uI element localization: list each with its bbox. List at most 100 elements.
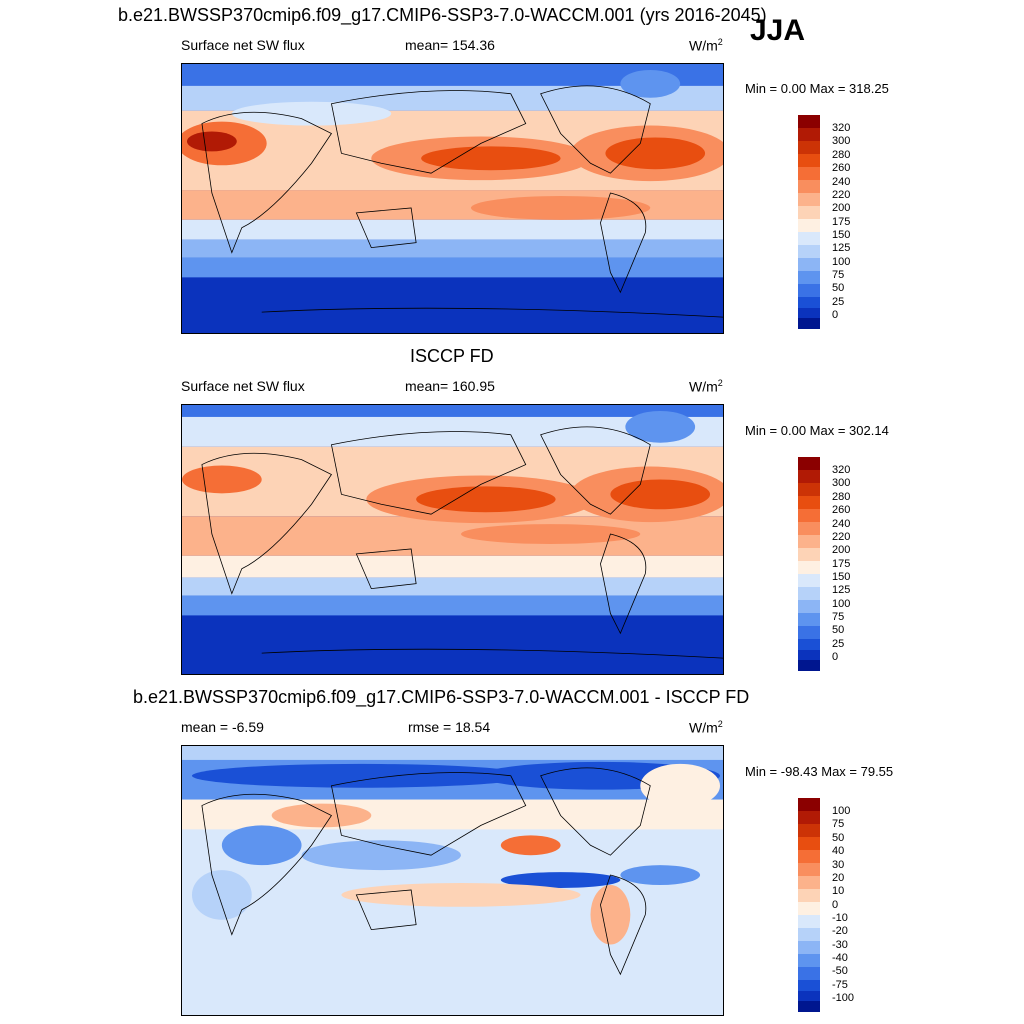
map-canvas [182, 746, 723, 1015]
colorbar-tick: 125 [832, 584, 851, 596]
panel-1-mean: mean= 154.36 [405, 37, 495, 53]
colorbar-swatch [798, 483, 820, 496]
colorbar-swatch [798, 128, 820, 141]
colorbar-tick: 25 [832, 296, 845, 308]
colorbar-swatch [798, 141, 820, 154]
colorbar-tick: 150 [832, 229, 851, 241]
colorbar-swatch [798, 167, 820, 180]
colorbar-swatch [798, 850, 820, 863]
colorbar-swatch [798, 318, 820, 329]
colorbar-tick: 320 [832, 122, 851, 134]
panel-1-colorbar [798, 115, 820, 329]
colorbar-tick: -30 [832, 939, 848, 951]
colorbar-swatch [798, 548, 820, 561]
colorbar-swatch [798, 967, 820, 980]
panel-1-minmax: Min = 0.00 Max = 318.25 [745, 81, 889, 96]
colorbar-tick: 100 [832, 256, 851, 268]
colorbar-tick: 75 [832, 818, 845, 830]
colorbar-swatch [798, 535, 820, 548]
panel-1-units: W/m2 [689, 37, 723, 54]
units-base: W/m [689, 37, 718, 54]
colorbar-tick: 50 [832, 624, 845, 636]
colorbar-tick: 100 [832, 598, 851, 610]
colorbar-swatch [798, 1001, 820, 1012]
colorbar-swatch [798, 193, 820, 206]
colorbar-swatch [798, 954, 820, 967]
colorbar-swatch [798, 600, 820, 613]
colorbar-swatch [798, 245, 820, 258]
colorbar-tick: 220 [832, 531, 851, 543]
colorbar-swatch [798, 180, 820, 193]
colorbar-swatch [798, 587, 820, 600]
colorbar-swatch [798, 154, 820, 167]
colorbar-tick: 0 [832, 309, 839, 321]
colorbar-tick: 125 [832, 242, 851, 254]
colorbar-tick: 300 [832, 135, 851, 147]
panel-3-title: b.e21.BWSSP370cmip6.f09_g17.CMIP6-SSP3-7… [133, 687, 750, 707]
colorbar-swatch [798, 613, 820, 626]
colorbar-tick: 20 [832, 872, 845, 884]
colorbar-tick: 260 [832, 504, 851, 516]
panel-2-units: W/m2 [689, 378, 723, 395]
colorbar-swatch [798, 522, 820, 535]
colorbar-swatch [798, 811, 820, 824]
colorbar-swatch [798, 574, 820, 587]
colorbar-tick: 10 [832, 885, 845, 897]
colorbar-tick: 280 [832, 149, 851, 161]
colorbar-tick: 220 [832, 189, 851, 201]
colorbar-tick: 175 [832, 216, 851, 228]
units-base: W/m [689, 378, 718, 395]
colorbar-swatch [798, 876, 820, 889]
colorbar-tick: -100 [832, 992, 855, 1004]
panel-2-minmax: Min = 0.00 Max = 302.14 [745, 423, 889, 438]
panel-3-colorbar [798, 798, 820, 1012]
panel-2-mean: mean= 160.95 [405, 378, 495, 394]
colorbar-swatch [798, 206, 820, 219]
colorbar-tick: 75 [832, 611, 845, 623]
colorbar-tick: 320 [832, 464, 851, 476]
colorbar-swatch [798, 863, 820, 876]
colorbar-tick: 300 [832, 477, 851, 489]
colorbar-swatch [798, 509, 820, 522]
colorbar-tick: 0 [832, 651, 839, 663]
colorbar-swatch [798, 219, 820, 232]
colorbar-swatch [798, 115, 820, 128]
colorbar-tick: -75 [832, 979, 848, 991]
colorbar-swatch [798, 824, 820, 837]
colorbar-tick: 200 [832, 202, 851, 214]
panel-3-rmse: rmse = 18.54 [408, 719, 491, 735]
units-exponent: 2 [717, 378, 723, 388]
colorbar-tick: 75 [832, 269, 845, 281]
colorbar-swatch [798, 308, 820, 318]
colorbar-swatch [798, 496, 820, 509]
colorbar-swatch [798, 889, 820, 902]
colorbar-tick: 25 [832, 638, 845, 650]
map-canvas [182, 64, 723, 333]
panel-1-variable: Surface net SW flux [181, 37, 305, 53]
colorbar-swatch [798, 232, 820, 245]
colorbar-tick: 175 [832, 558, 851, 570]
colorbar-swatch [798, 639, 820, 650]
colorbar-tick: 0 [832, 899, 839, 911]
colorbar-swatch [798, 928, 820, 941]
colorbar-swatch [798, 915, 820, 928]
panel-2-title: ISCCP FD [410, 346, 494, 366]
panel-3-units: W/m2 [689, 719, 723, 736]
units-exponent: 2 [717, 719, 723, 729]
map-canvas [182, 405, 723, 674]
colorbar-swatch [798, 271, 820, 284]
colorbar-tick: 100 [832, 805, 851, 817]
colorbar-tick: -40 [832, 952, 848, 964]
season-label: JJA [750, 14, 806, 47]
colorbar-tick: 240 [832, 176, 851, 188]
colorbar-swatch [798, 941, 820, 954]
colorbar-tick: -10 [832, 912, 848, 924]
colorbar-tick: 200 [832, 544, 851, 556]
panel-1-title: b.e21.BWSSP370cmip6.f09_g17.CMIP6-SSP3-7… [118, 5, 767, 25]
colorbar-tick: 40 [832, 845, 845, 857]
panel-3-map [181, 745, 724, 1016]
colorbar-tick: 240 [832, 518, 851, 530]
colorbar-tick: -20 [832, 925, 848, 937]
colorbar-swatch [798, 991, 820, 1001]
units-exponent: 2 [717, 37, 723, 47]
